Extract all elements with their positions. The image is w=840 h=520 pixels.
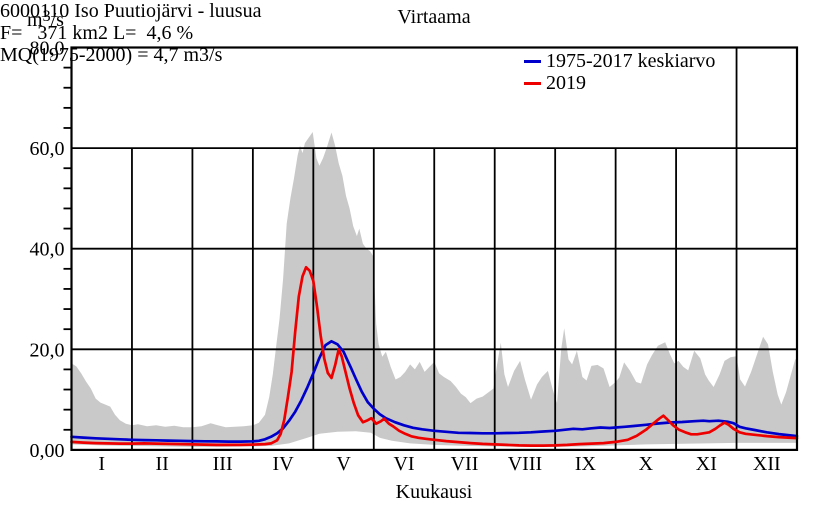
- x-tick-label-month-III: III: [213, 453, 233, 475]
- x-tick-label-month-IV: IV: [273, 453, 295, 475]
- unit-superscript: 3: [42, 8, 51, 25]
- x-tick-label-month-VI: VI: [393, 453, 414, 475]
- legend-line-key-blue: [524, 59, 541, 63]
- y-tick-label-80: 80,0: [30, 38, 65, 60]
- station-info-block: 6000110 Iso Puutiojärvi - luusua F= 371 …: [0, 0, 840, 66]
- y-tick-label-60: 60,0: [30, 138, 65, 160]
- x-axis-label: Kuukausi: [395, 481, 473, 503]
- x-tick-label-month-IX: IX: [575, 453, 597, 475]
- plot-frame: [70, 46, 799, 451]
- station-name-line: 6000110 Iso Puutiojärvi - luusua: [0, 0, 262, 22]
- legend-label-mean: 1975-2017 keskiarvo: [546, 49, 716, 72]
- catchment-info-line: F= 371 km2 L= 4,6 %: [0, 22, 194, 44]
- x-tick-label-month-XII: XII: [753, 453, 781, 475]
- y-axis-unit-label: m3/s: [27, 8, 64, 31]
- legend-item-2019: 2019: [524, 72, 715, 94]
- y-tick-label-40: 40,0: [30, 239, 65, 261]
- x-tick-label-month-X: X: [639, 453, 654, 475]
- chart-title: Virtaama: [397, 6, 471, 28]
- x-tick-label-month-I: I: [98, 453, 105, 475]
- x-tick-label-month-V: V: [336, 453, 351, 475]
- x-tick-label-month-XI: XI: [696, 453, 717, 475]
- legend-item-mean: 1975-2017 keskiarvo: [524, 50, 715, 72]
- legend-label-2019: 2019: [546, 71, 586, 94]
- year-2019-line: [70, 265, 799, 447]
- mean-flow-info-line: MQ(1975-2000) = 4,7 m3/s: [0, 44, 223, 66]
- x-tick-label-month-II: II: [156, 453, 169, 475]
- x-tick-label-month-VIII: VIII: [508, 453, 542, 475]
- legend-line-key-red: [524, 81, 541, 85]
- legend: 1975-2017 keskiarvo 2019: [524, 50, 715, 94]
- mean-flow-line: [70, 339, 799, 443]
- y-tick-label-0: 0,00: [30, 440, 65, 462]
- x-tick-label-month-VII: VII: [451, 453, 479, 475]
- y-tick-label-20: 20,0: [30, 339, 65, 361]
